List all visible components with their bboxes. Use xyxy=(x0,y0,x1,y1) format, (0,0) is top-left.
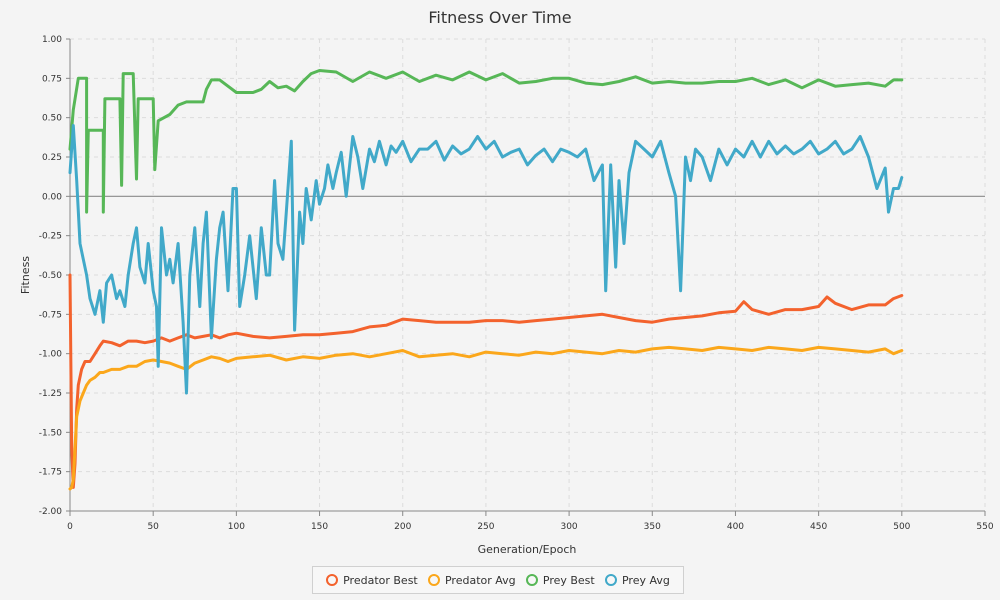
x-tick-label: 350 xyxy=(644,522,661,532)
series-line-prey-best xyxy=(68,69,904,214)
x-axis-ticks: 0 50 100 150 200 250 300 350 400 450 500 550 xyxy=(67,511,994,532)
y-tick-label: -1.25 xyxy=(39,389,62,399)
x-tick-label: 550 xyxy=(976,522,993,532)
series-line-predator-avg xyxy=(68,345,904,491)
y-tick-label: 0.50 xyxy=(42,114,62,124)
x-tick-label: 200 xyxy=(394,522,411,532)
legend-item-prey-avg: Prey Avg xyxy=(604,573,670,587)
y-tick-label: -1.75 xyxy=(39,468,62,478)
x-tick-label: 0 xyxy=(67,522,73,532)
x-tick-label: 500 xyxy=(893,522,910,532)
y-tick-label: 0.25 xyxy=(42,153,62,163)
legend-swatch-icon xyxy=(604,574,617,586)
legend-swatch-icon xyxy=(326,574,339,586)
legend-item-predator-avg: Predator Avg xyxy=(427,573,516,587)
x-tick-label: 50 xyxy=(147,522,159,532)
y-tick-label: 0.00 xyxy=(42,192,62,202)
x-tick-label: 400 xyxy=(727,522,744,532)
series-lines xyxy=(68,69,904,491)
y-tick-label: -1.50 xyxy=(39,428,63,438)
x-tick-label: 100 xyxy=(228,522,245,532)
y-tick-label: -0.25 xyxy=(39,232,62,242)
y-axis-label: Fitness xyxy=(19,256,32,294)
y-tick-label: -0.50 xyxy=(39,271,63,281)
legend-swatch-icon xyxy=(427,574,440,586)
y-tick-label: 1.00 xyxy=(42,35,62,45)
x-axis-label: Generation/Epoch xyxy=(478,543,577,556)
x-tick-label: 300 xyxy=(560,522,577,532)
legend-swatch-icon xyxy=(525,574,538,586)
legend-label: Prey Avg xyxy=(621,573,670,587)
chart-legend: Predator Best Predator Avg Prey Best Prey A… xyxy=(312,566,684,594)
y-tick-label: -0.75 xyxy=(39,310,62,320)
grid xyxy=(70,38,986,512)
y-axis-ticks: 1.00 0.75 0.50 0.25 0.00 -0.25 -0.50 -0.75 -1.00… xyxy=(39,35,70,517)
y-tick-label: -1.00 xyxy=(39,350,63,360)
legend-label: Predator Best xyxy=(343,573,418,587)
x-tick-label: 150 xyxy=(311,522,328,532)
y-tick-label: -2.00 xyxy=(39,507,63,517)
chart-title: Fitness Over Time xyxy=(428,8,571,27)
x-tick-label: 450 xyxy=(810,522,827,532)
legend-item-prey-best: Prey Best xyxy=(525,573,595,587)
legend-item-predator-best: Predator Best xyxy=(326,574,418,587)
legend-label: Predator Avg xyxy=(444,573,516,587)
x-tick-label: 250 xyxy=(477,522,494,532)
series-line-predator-best xyxy=(68,273,904,489)
y-tick-label: 0.75 xyxy=(42,74,62,84)
series-line-prey-avg xyxy=(68,124,904,395)
legend-label: Prey Best xyxy=(542,573,595,587)
